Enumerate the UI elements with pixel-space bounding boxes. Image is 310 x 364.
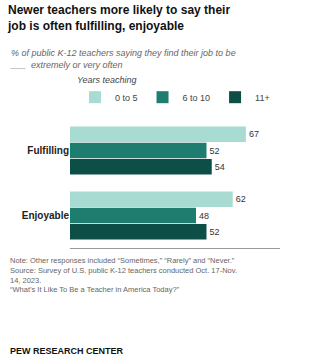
svg-text:0 to 5: 0 to 5 xyxy=(115,93,138,103)
svg-text:62: 62 xyxy=(236,194,246,204)
svg-text:52: 52 xyxy=(210,227,220,237)
svg-text:67: 67 xyxy=(249,129,259,139)
svg-text:% of public K-12 teachers sayi: % of public K-12 teachers saying they fi… xyxy=(10,48,236,70)
svg-text:6 to 10: 6 to 10 xyxy=(183,93,211,103)
svg-text:Fulfilling: Fulfilling xyxy=(27,145,69,156)
svg-text:11+: 11+ xyxy=(255,93,270,103)
svg-text:Note: Other responses included: Note: Other responses included “Sometime… xyxy=(10,256,237,294)
svg-text:52: 52 xyxy=(210,146,220,156)
svg-text:48: 48 xyxy=(199,211,209,221)
svg-text:PEW RESEARCH CENTER: PEW RESEARCH CENTER xyxy=(10,346,124,356)
svg-text:Years teaching: Years teaching xyxy=(77,75,137,85)
svg-text:Newer teachers more likely to: Newer teachers more likely to say theirj… xyxy=(7,3,230,33)
svg-text:54: 54 xyxy=(215,162,225,172)
svg-text:Enjoyable: Enjoyable xyxy=(22,210,70,221)
